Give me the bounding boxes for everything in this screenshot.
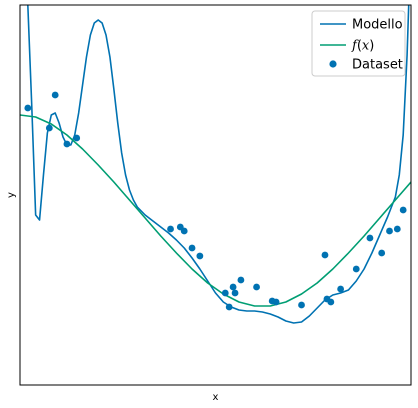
- legend-dataset-label: Dataset: [352, 58, 403, 73]
- dataset-point: [321, 251, 329, 259]
- y-axis-label: y: [6, 192, 17, 198]
- dataset-point: [229, 283, 237, 291]
- dataset-point: [63, 140, 71, 148]
- dataset-point: [393, 225, 401, 233]
- dataset-point: [221, 289, 229, 297]
- dataset-point: [73, 134, 81, 142]
- dataset-point: [180, 227, 188, 235]
- legend-modello-label: Modello: [352, 18, 403, 33]
- dataset-point: [378, 249, 386, 257]
- x-axis-label: x: [213, 392, 219, 403]
- dataset-point: [352, 265, 360, 273]
- series-line-1: [20, 114, 411, 307]
- dataset-point: [337, 285, 345, 293]
- legend: Modello f(x) Dataset: [311, 10, 406, 77]
- dataset-point: [327, 298, 335, 306]
- dataset-point: [231, 289, 239, 297]
- plot-frame: [19, 4, 412, 386]
- dataset-point: [366, 234, 374, 242]
- dataset-point: [253, 283, 260, 291]
- dataset-point: [298, 301, 305, 309]
- plot-layer: [20, 5, 411, 324]
- dataset-point: [45, 124, 53, 132]
- legend-fx-label: f(x): [351, 39, 374, 54]
- dataset-point: [272, 298, 280, 306]
- dataset-point: [24, 104, 32, 112]
- dataset-point: [386, 227, 393, 235]
- dataset-point: [237, 276, 245, 284]
- dataset-point: [196, 252, 204, 260]
- dataset-point: [188, 244, 196, 252]
- legend-box: [311, 10, 406, 77]
- dataset-point: [225, 303, 233, 311]
- dataset-point: [399, 206, 407, 214]
- dataset-point: [51, 91, 59, 99]
- dataset-point: [167, 225, 174, 233]
- legend-dataset-marker: [329, 60, 337, 68]
